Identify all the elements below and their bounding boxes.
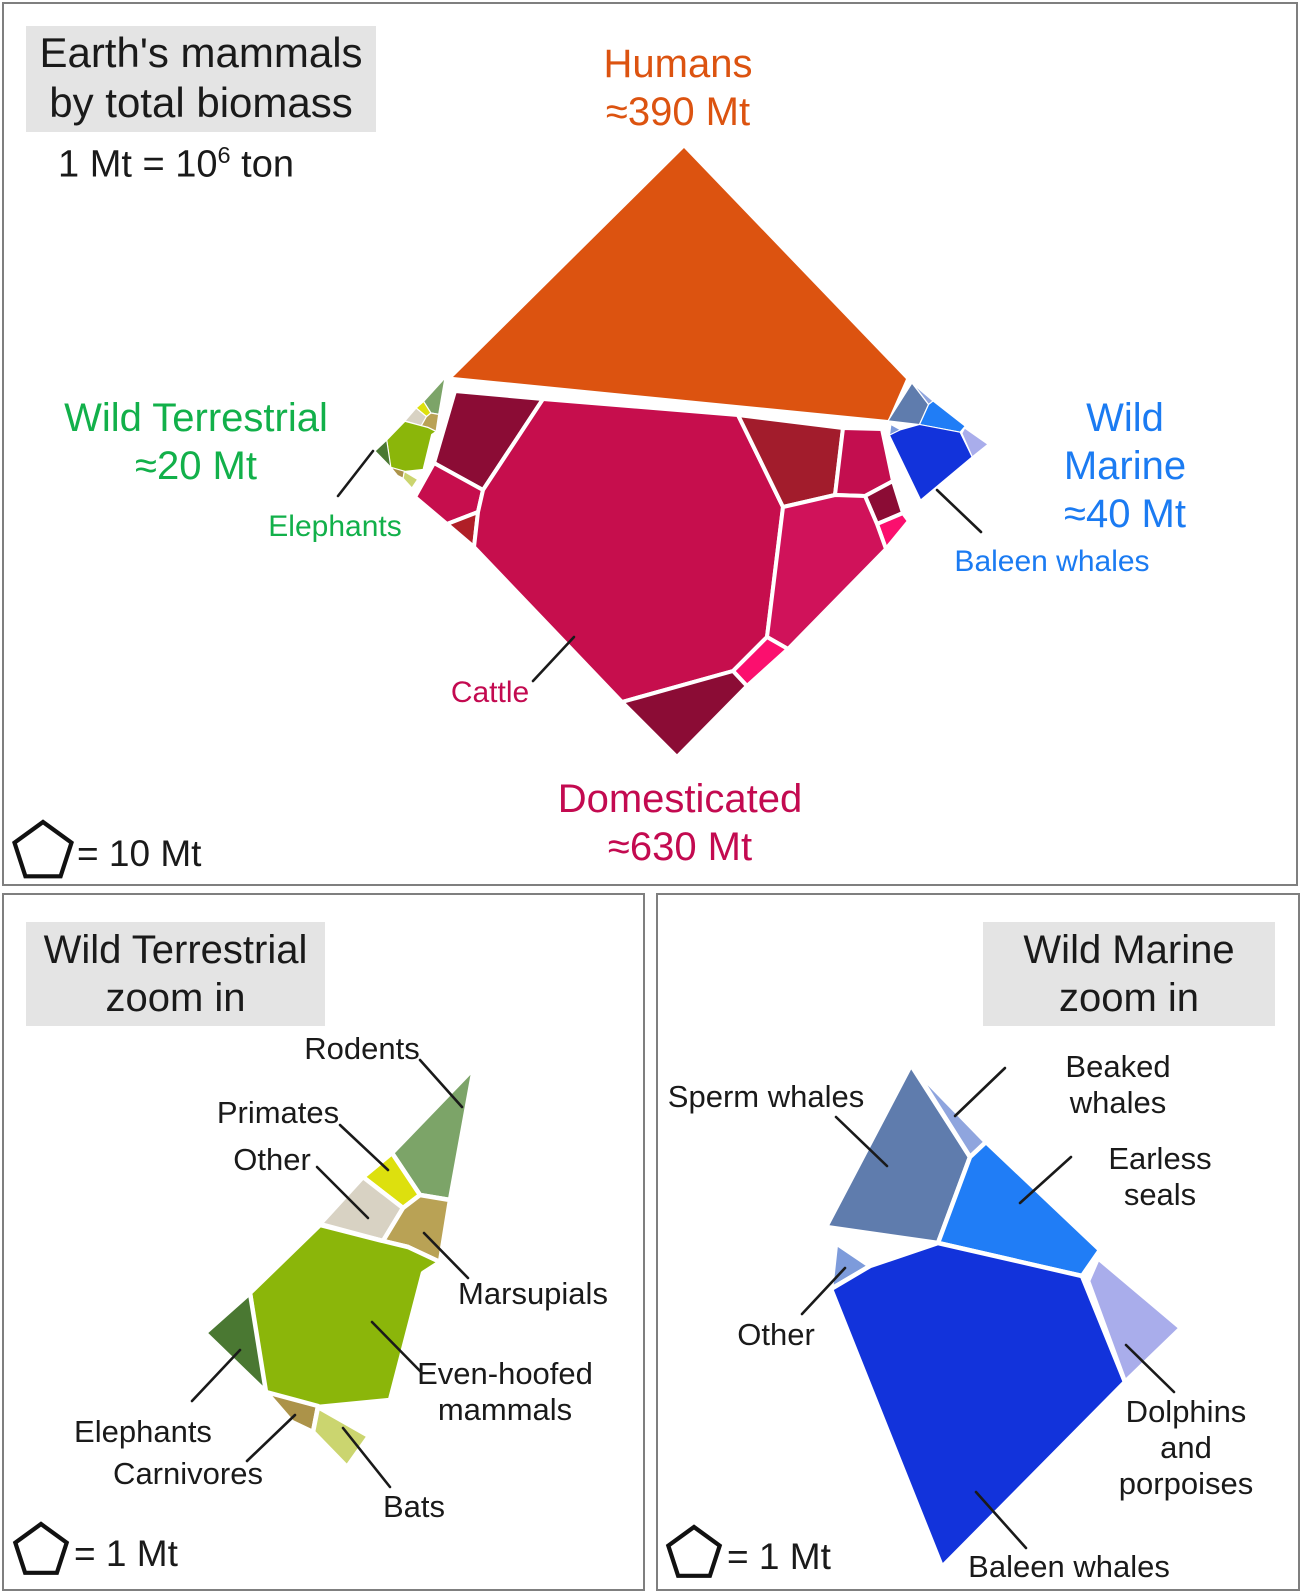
right-title-line1: Wild Marine [1023, 928, 1235, 972]
even-hoofed-cell [247, 1222, 443, 1410]
elephants-label-pointer-line [190, 1348, 242, 1403]
wild-marine-mini [887, 382, 989, 501]
main-pentagon-icon [12, 819, 74, 879]
wild-terrestrial-mini-bats-cell [402, 470, 419, 489]
page-title-line1: Earth's mammals [39, 29, 363, 76]
bats-cell [310, 1404, 372, 1470]
wild-terrestrial-mini-elephants-cell [374, 439, 392, 468]
sperm-whales-label: Sperm whales [667, 1079, 865, 1114]
dom-mid-right-cell [765, 493, 888, 651]
dom-bottom-maroon-cell [620, 669, 749, 759]
wild-terrestrial-name: Wild Terrestrial [64, 396, 328, 440]
elephants-cell [202, 1290, 269, 1395]
carnivores-label-pointer-line [245, 1413, 297, 1463]
other-marine-label: Other [737, 1317, 815, 1352]
even-hoofed-label: Even-hoofed mammals [417, 1356, 593, 1427]
right-legend-text: = 1 Mt [727, 1536, 831, 1577]
baleen-whales-label-pointer-line [974, 1490, 1028, 1550]
wild-marine-zoom-title: Wild Marine zoom in [983, 922, 1275, 1026]
left-panel-cells-group [202, 1065, 477, 1470]
unit-note-prefix: 1 Mt = 10 [58, 143, 218, 186]
marsupials-label-pointer-line [422, 1231, 470, 1280]
baleen-whales-cell [828, 1240, 1128, 1570]
baleen-whales-label: Baleen whales [968, 1549, 1170, 1584]
wild-marine-zoom-panel-border [656, 893, 1300, 1591]
main-panel-border [2, 2, 1298, 886]
page-title: Earth's mammals by total biomass [26, 26, 376, 132]
left-title-line2: zoom in [105, 976, 246, 1020]
main-legend-text: = 10 Mt [77, 833, 202, 874]
baleen-whales-annotation: Baleen whales [954, 545, 1150, 578]
wild-terrestrial-value: ≈20 Mt [135, 444, 257, 488]
right-panel-cells-group [823, 1062, 1184, 1570]
domesticated-category-label: Domesticated ≈630 Mt [558, 775, 803, 871]
dolphins-label-pointer-line [1124, 1343, 1176, 1394]
rodents-label: Rodents [304, 1031, 420, 1066]
main-diamond-group [413, 148, 911, 759]
wild-marine-category-label: Wild Marine ≈40 Mt [1037, 394, 1214, 538]
earless-seals-label-pointer-line [1018, 1155, 1073, 1205]
dolphins-cell [1085, 1255, 1184, 1385]
beaked-whales-label: Beaked whales [1065, 1049, 1171, 1120]
other-marine-label-pointer-line [800, 1266, 847, 1316]
humans-cell [453, 148, 906, 420]
beaked-whales-label-pointer-line [953, 1066, 1007, 1118]
dolphins-label: Dolphins and porpoises [1118, 1394, 1254, 1501]
domesticated-value: ≈630 Mt [607, 825, 753, 869]
wild-marine-mini-dolphins-cell [961, 427, 989, 458]
primates-label-pointer-line [338, 1123, 390, 1172]
elephants-label: Elephants [74, 1414, 212, 1449]
marsupials-label: Marsupials [458, 1276, 608, 1311]
wild-terrestrial-mini-even-hoofed-cell [386, 420, 437, 473]
wild-terrestrial-mini [374, 377, 446, 489]
earless-seals-cell [935, 1139, 1103, 1279]
unit-note-suffix: ton [230, 143, 294, 186]
wild-terrestrial-category-label: Wild Terrestrial ≈20 Mt [64, 394, 328, 490]
wild-terrestrial-zoom-title: Wild Terrestrial zoom in [26, 922, 325, 1026]
carnivores-label: Carnivores [113, 1456, 263, 1491]
sperm-whales-label-pointer-line [834, 1115, 889, 1168]
humans-value: ≈390 Mt [605, 90, 751, 134]
elephants-annotation-pointer-line [336, 449, 375, 498]
wild-marine-mini-earless-seals-cell [918, 400, 966, 433]
even-hoofed-label-pointer-line [370, 1320, 424, 1375]
domesticated-name: Domesticated [557, 777, 803, 821]
wild-marine-name: Wild Marine [1063, 396, 1187, 488]
cattle-cell [472, 397, 785, 704]
cattle-annotation: Cattle [450, 676, 530, 709]
other-label: Other [233, 1142, 311, 1177]
page-title-line2: by total biomass [49, 79, 353, 126]
other-label-pointer-line [315, 1165, 370, 1220]
wild-marine-value: ≈40 Mt [1064, 492, 1186, 536]
baleen-whales-annotation-pointer-line [935, 488, 983, 534]
cattle-annotation-pointer-line [531, 635, 576, 683]
wild-terrestrial-zoom-panel-border [2, 893, 645, 1591]
left-title-line1: Wild Terrestrial [43, 928, 308, 972]
humans-category-label: Humans ≈390 Mt [604, 40, 753, 136]
left-pentagon-icon [12, 1521, 70, 1575]
right-pentagon-icon [665, 1524, 723, 1578]
bats-label: Bats [382, 1489, 446, 1524]
elephants-annotation: Elephants [268, 510, 402, 543]
unit-note: 1 Mt = 106 ton [58, 142, 294, 187]
humans-name: Humans [603, 42, 753, 86]
earless-seals-label: Earless seals [1108, 1141, 1212, 1212]
rodents-label-pointer-line [418, 1058, 464, 1109]
left-legend-text: = 1 Mt [74, 1533, 178, 1574]
primates-label: Primates [216, 1095, 340, 1130]
unit-note-exponent: 6 [217, 142, 231, 168]
right-title-line2: zoom in [1058, 976, 1200, 1020]
wild-marine-mini-baleen-whales-cell [888, 423, 973, 501]
bats-label-pointer-line [341, 1426, 392, 1489]
